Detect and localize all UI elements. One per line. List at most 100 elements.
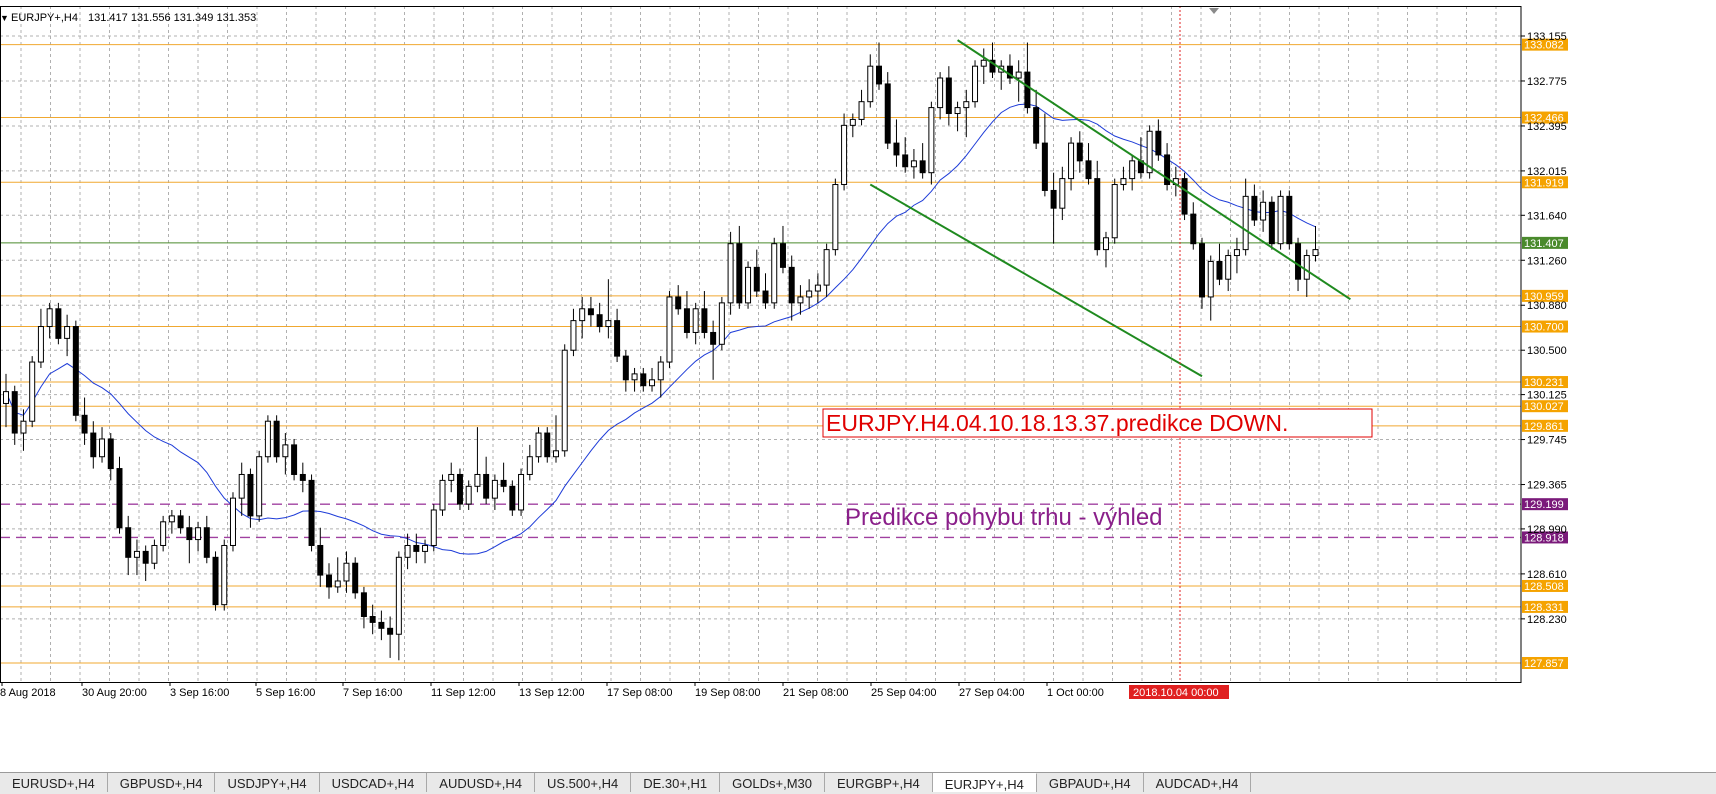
candle-bull — [491, 479, 498, 499]
chart-tab-usdcad-h4[interactable]: USDCAD+,H4 — [320, 773, 428, 792]
candle-bull — [195, 527, 202, 541]
outlook-label: Predikce pohybu trhu - výhled — [845, 504, 1163, 531]
chart-tab-audcad-h4[interactable]: AUDCAD+,H4 — [1144, 773, 1252, 792]
chart-tab-us-500-h4[interactable]: US.500+,H4 — [535, 773, 632, 792]
outlook-level-label: 129.199 — [1524, 499, 1564, 511]
candle-bear — [55, 308, 62, 339]
horizontal-levels[interactable]: 133.082 132.466 131.919 130.959 130.700 130.2… — [0, 38, 1568, 670]
symbol-menu-icon[interactable]: ▼ — [0, 13, 9, 23]
x-tick-label: 8 Aug 2018 — [0, 687, 56, 699]
candle-bull — [518, 473, 525, 511]
candle-bear — [779, 243, 786, 268]
candle-bear — [622, 355, 629, 381]
candle-bear — [509, 485, 516, 511]
chart-shift-icon[interactable] — [1209, 8, 1219, 14]
candle-bull — [649, 379, 656, 387]
candle-bull — [439, 479, 446, 511]
candle-bear — [378, 621, 385, 629]
trend-channel-line — [869, 183, 1203, 378]
candle-bull — [160, 521, 167, 546]
chart-tab-gbpaud-h4[interactable]: GBPAUD+,H4 — [1037, 773, 1144, 792]
candle-bull — [395, 556, 402, 635]
chart-tab-eurusd-h4[interactable]: EURUSD+,H4 — [0, 773, 108, 792]
candle-bear — [1286, 195, 1293, 245]
candle-bear — [308, 479, 315, 546]
y-tick-label: 132.775 — [1527, 76, 1567, 88]
candle-bear — [186, 527, 193, 541]
price-level-label: 127.857 — [1524, 658, 1564, 670]
candle-bear — [1199, 243, 1206, 298]
chart-tab-audusd-h4[interactable]: AUDUSD+,H4 — [427, 773, 536, 792]
x-tick-label: 5 Sep 16:00 — [256, 687, 315, 699]
candle-bear — [544, 432, 551, 458]
price-level-badge — [1522, 600, 1568, 613]
outlook-level-label: 128.918 — [1524, 532, 1564, 544]
candle-bear — [177, 515, 184, 529]
candle-bear — [614, 320, 621, 357]
candle-bull — [806, 290, 813, 298]
candle-bull — [334, 580, 341, 588]
chart-tab-golds-m30[interactable]: GOLDs+,M30 — [720, 773, 825, 792]
price-level-badge — [1522, 38, 1568, 51]
chart-symbol: EURJPY+,H4 — [11, 12, 78, 24]
price-level-badge — [1522, 657, 1568, 669]
chart-tab-de-30-h1[interactable]: DE.30+,H1 — [631, 773, 721, 792]
x-tick-label: 27 Sep 04:00 — [959, 687, 1024, 699]
candle-bear — [1268, 201, 1275, 245]
candle-bull — [1207, 260, 1214, 298]
candlesticks — [3, 42, 1319, 661]
candle-bull — [1225, 255, 1232, 280]
chart-overlay: 2018.10.04 00:00 — [1129, 6, 1229, 699]
candle-bear — [142, 550, 149, 564]
trend-channel-line — [957, 39, 1351, 301]
y-tick-label: 128.610 — [1527, 569, 1567, 581]
candle-bear — [456, 473, 463, 505]
candle-bull — [570, 320, 577, 351]
price-chart[interactable]: 133.082 132.466 131.919 130.959 130.700 130.2… — [0, 0, 1716, 772]
candle-bull — [1260, 201, 1267, 221]
candle-bull — [605, 320, 612, 328]
candle-bull — [561, 349, 568, 452]
price-level-badge — [1522, 419, 1568, 432]
outlook-level-badge — [1522, 531, 1568, 544]
candle-bull — [221, 544, 228, 606]
candle-bull — [1146, 130, 1153, 174]
candle-bull — [849, 118, 856, 126]
prediction-box — [822, 408, 1373, 438]
chart-tab-eurgbp-h4[interactable]: EURGBP+,H4 — [825, 773, 933, 792]
candle-bull — [133, 550, 140, 558]
candle-bull — [282, 444, 289, 458]
price-level-label: 130.027 — [1524, 401, 1564, 413]
candle-bull — [972, 65, 979, 103]
candle-bear — [640, 373, 647, 387]
price-level-label: 128.331 — [1524, 602, 1564, 614]
candle-bull — [46, 308, 53, 328]
x-tick-label: 11 Sep 12:00 — [431, 687, 496, 699]
candle-bear — [1050, 189, 1057, 209]
candle-bull — [1068, 142, 1075, 180]
chart-tab-eurjpy-h4[interactable]: EURJPY+,H4 — [932, 773, 1037, 792]
current-price-badge — [1522, 236, 1568, 249]
candle-bull — [229, 497, 236, 546]
price-level-label: 130.700 — [1524, 322, 1564, 334]
candle-bear — [273, 420, 280, 458]
candle-bull — [745, 266, 752, 304]
candle-bear — [116, 468, 123, 529]
y-tick-label: 132.395 — [1527, 121, 1567, 133]
y-tick-label: 131.640 — [1527, 210, 1567, 222]
x-tick-label: 25 Sep 04:00 — [871, 687, 936, 699]
candle-bull — [552, 450, 559, 458]
trend-channel[interactable] — [869, 39, 1351, 378]
price-level-badge — [1522, 376, 1568, 389]
candle-bear — [1164, 154, 1171, 186]
candle-bear — [1155, 130, 1162, 156]
candle-bear — [736, 243, 743, 304]
chart-tab-usdjpy-h4[interactable]: USDJPY+,H4 — [215, 773, 320, 792]
candle-bull — [666, 296, 673, 363]
chart-tab-gbpusd-h4[interactable]: GBPUSD+,H4 — [108, 773, 216, 792]
candle-bear — [989, 59, 996, 73]
candle-bear — [247, 473, 254, 517]
y-tick-label: 132.015 — [1527, 166, 1567, 178]
candle-bull — [168, 515, 175, 523]
candle-bear — [326, 574, 333, 588]
